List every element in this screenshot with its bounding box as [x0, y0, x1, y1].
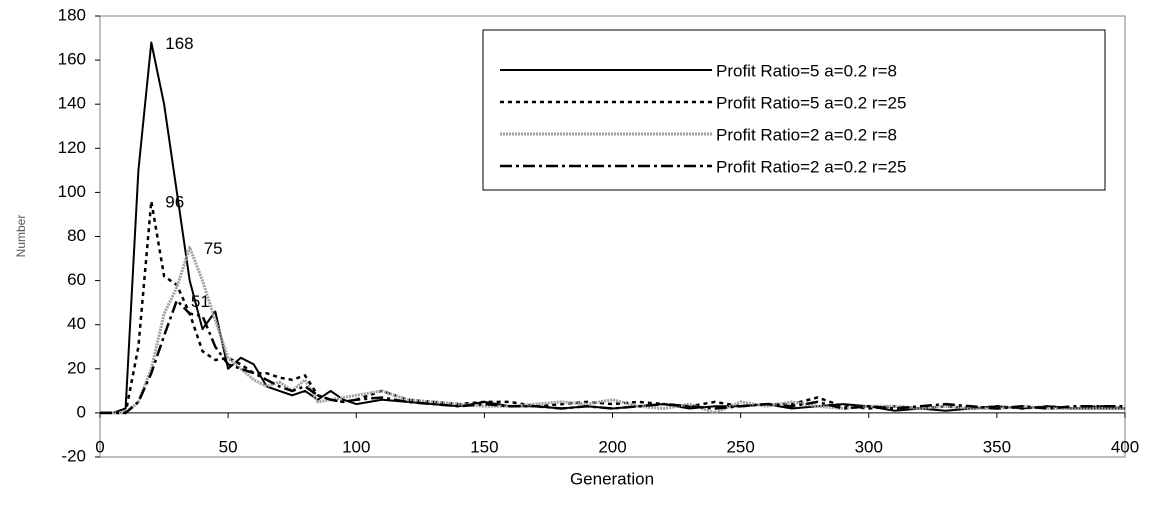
x-tick-label: 150	[470, 437, 498, 456]
y-tick-label: 40	[67, 314, 86, 333]
x-tick-label: 200	[598, 437, 626, 456]
y-tick-label: 80	[67, 226, 86, 245]
y-axis-label: Number	[14, 215, 28, 258]
x-tick-label: 300	[855, 437, 883, 456]
y-tick-label: 140	[58, 94, 86, 113]
peak-label: 75	[204, 239, 223, 258]
legend-label: Profit Ratio=2 a=0.2 r=8	[716, 125, 897, 144]
series-line	[100, 246, 1125, 415]
x-tick-label: 400	[1111, 437, 1139, 456]
y-tick-label: 180	[58, 5, 86, 24]
legend-label: Profit Ratio=2 a=0.2 r=25	[716, 157, 906, 176]
legend-box	[482, 29, 1106, 191]
y-tick-label: 0	[77, 402, 86, 421]
legend-label: Profit Ratio=5 a=0.2 r=25	[716, 93, 906, 112]
y-tick-label: 100	[58, 182, 86, 201]
x-axis-label: Generation	[570, 469, 654, 488]
peak-label: 51	[191, 292, 210, 311]
y-tick-label: 20	[67, 358, 86, 377]
y-tick-label: 160	[58, 50, 86, 69]
x-tick-label: 350	[983, 437, 1011, 456]
peak-label: 168	[165, 34, 193, 53]
x-tick-label: 100	[342, 437, 370, 456]
y-tick-label: 120	[58, 138, 86, 157]
x-tick-label: 0	[95, 437, 104, 456]
x-tick-label: 50	[219, 437, 238, 456]
x-tick-label: 250	[726, 437, 754, 456]
series-line	[100, 299, 1125, 415]
legend-label: Profit Ratio=5 a=0.2 r=8	[716, 61, 897, 80]
peak-label: 96	[165, 193, 184, 212]
y-tick-label: 60	[67, 270, 86, 289]
series-line	[100, 199, 1126, 415]
y-tick-label: -20	[61, 446, 86, 465]
